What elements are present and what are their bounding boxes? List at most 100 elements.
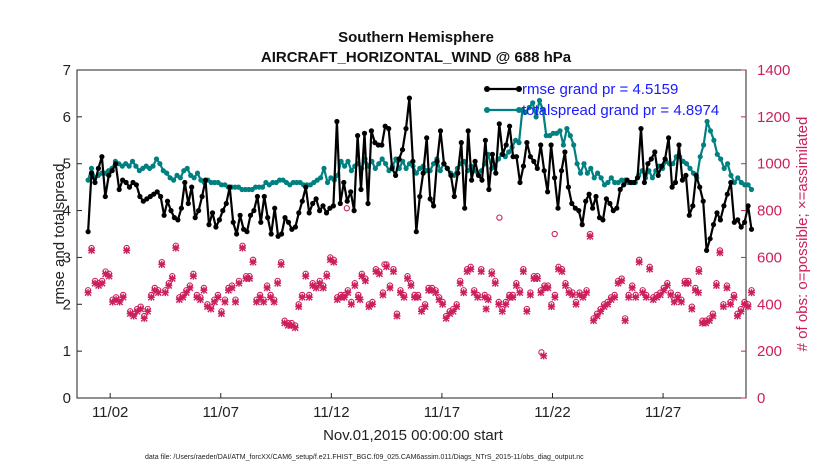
obs-assimilated-marker: [512, 282, 520, 290]
rmse-point: [683, 172, 689, 178]
obs-assimilated-marker: [649, 296, 657, 304]
obs-assimilated-marker: [246, 275, 254, 283]
rmse-point: [303, 184, 309, 190]
obs-assimilated-marker: [607, 296, 615, 304]
obs-assimilated-marker: [140, 314, 148, 322]
y2-tick-label: 400: [757, 296, 782, 313]
obs-assimilated-marker: [379, 291, 387, 299]
rmse-point: [707, 236, 713, 242]
totalspread-point: [683, 161, 690, 167]
obs-assimilated-marker: [267, 293, 275, 301]
legend-spread-label: totalspread grand pr = 4.8974: [522, 102, 719, 119]
rmse-point: [199, 193, 205, 200]
rmse-point: [583, 198, 589, 204]
obs-assimilated-marker: [214, 293, 222, 301]
obs-assimilated-marker: [333, 296, 341, 304]
obs-assimilated-marker: [186, 284, 194, 292]
obs-assimilated-marker: [404, 275, 412, 283]
obs-assimilated-marker: [435, 296, 443, 304]
legend-rmse-marker-left: [484, 86, 490, 92]
obs-assimilated-marker: [432, 289, 440, 297]
totalspread-point: [342, 163, 348, 169]
obs-assimilated-marker: [305, 293, 313, 301]
obs-assimilated-marker: [330, 258, 338, 266]
obs-assimilated-marker: [481, 293, 489, 301]
obs-assimilated-marker: [109, 298, 117, 306]
obs-assimilated-marker: [123, 246, 131, 254]
obs-assimilated-marker: [590, 317, 598, 325]
rmse-point: [520, 163, 527, 169]
obs-assimilated-marker: [477, 267, 485, 275]
rmse-point: [202, 177, 209, 183]
obs-assimilated-marker: [653, 293, 661, 301]
obs-assimilated-marker: [449, 307, 457, 315]
obs-possible-marker: [496, 214, 503, 221]
obs-assimilated-marker: [716, 249, 724, 257]
rmse-point: [472, 158, 478, 164]
rmse-point: [133, 182, 139, 188]
rmse-point: [728, 179, 734, 186]
totalspread-point: [748, 186, 755, 193]
rmse-point: [296, 210, 302, 216]
rmse-point: [621, 182, 627, 188]
obs-assimilated-marker: [284, 321, 292, 329]
totalspread-point: [259, 184, 266, 190]
obs-assimilated-marker: [340, 293, 348, 301]
rmse-point: [126, 184, 133, 190]
obs-assimilated-marker: [737, 307, 745, 315]
left-axis-ticks: 0 1 2 3 4 5 6 7: [63, 62, 82, 407]
rmse-point: [690, 203, 696, 209]
rmse-point: [496, 121, 502, 127]
obs-assimilated-marker: [151, 286, 159, 294]
obs-assimilated-marker: [621, 317, 629, 325]
rmse-point: [234, 231, 240, 237]
rmse-point: [258, 219, 264, 225]
obs-assimilated-marker: [660, 286, 668, 294]
x-tick-label: 11/07: [203, 404, 239, 421]
obs-assimilated-marker: [154, 289, 162, 297]
rmse-point: [251, 208, 257, 214]
y2-tick-label: 800: [757, 203, 782, 220]
rmse-point: [351, 208, 357, 214]
rmse-point: [486, 186, 492, 193]
totalspread-point: [345, 158, 351, 164]
rmse-point: [738, 224, 744, 230]
rmse-point: [406, 95, 412, 101]
rmse-point: [178, 205, 184, 211]
obs-assimilated-marker: [84, 289, 92, 297]
obs-assimilated-marker: [625, 293, 633, 301]
obs-assimilated-marker: [295, 303, 303, 311]
rmse-point: [206, 222, 212, 228]
rmse-point: [99, 154, 105, 160]
rmse-point: [379, 142, 385, 148]
obs-assimilated-marker: [200, 286, 208, 294]
obs-assimilated-marker: [210, 298, 218, 306]
rmse-point: [227, 184, 233, 190]
rmse-point: [282, 215, 288, 221]
obs-assimilated-marker: [579, 293, 587, 301]
rmse-point: [669, 184, 675, 190]
obs-assimilated-marker: [393, 312, 401, 320]
rmse-point: [634, 175, 641, 181]
obs-assimilated-marker: [105, 272, 113, 280]
obs-assimilated-marker: [368, 300, 376, 308]
obs-assimilated-marker: [95, 282, 103, 290]
obs-assimilated-marker: [565, 289, 573, 297]
obs-assimilated-marker: [235, 279, 243, 287]
obs-assimilated-marker: [498, 307, 506, 315]
rmse-point: [247, 212, 254, 218]
obs-assimilated-marker: [646, 265, 654, 273]
obs-assimilated-marker: [400, 293, 408, 301]
rmse-point: [704, 247, 710, 253]
rmse-point: [462, 205, 468, 211]
rmse-point: [569, 200, 575, 207]
obs-assimilated-marker: [705, 317, 713, 325]
totalspread-point: [701, 142, 707, 148]
obs-assimilated-marker: [88, 246, 96, 254]
obs-assimilated-marker: [356, 296, 364, 304]
obs-assimilated-marker: [316, 279, 324, 287]
obs-assimilated-marker: [263, 284, 271, 292]
obs-assimilated-marker: [217, 310, 225, 318]
legend-rmse-label: rmse grand pr = 4.5159: [522, 81, 678, 98]
y2-tick-label: 200: [757, 343, 782, 360]
